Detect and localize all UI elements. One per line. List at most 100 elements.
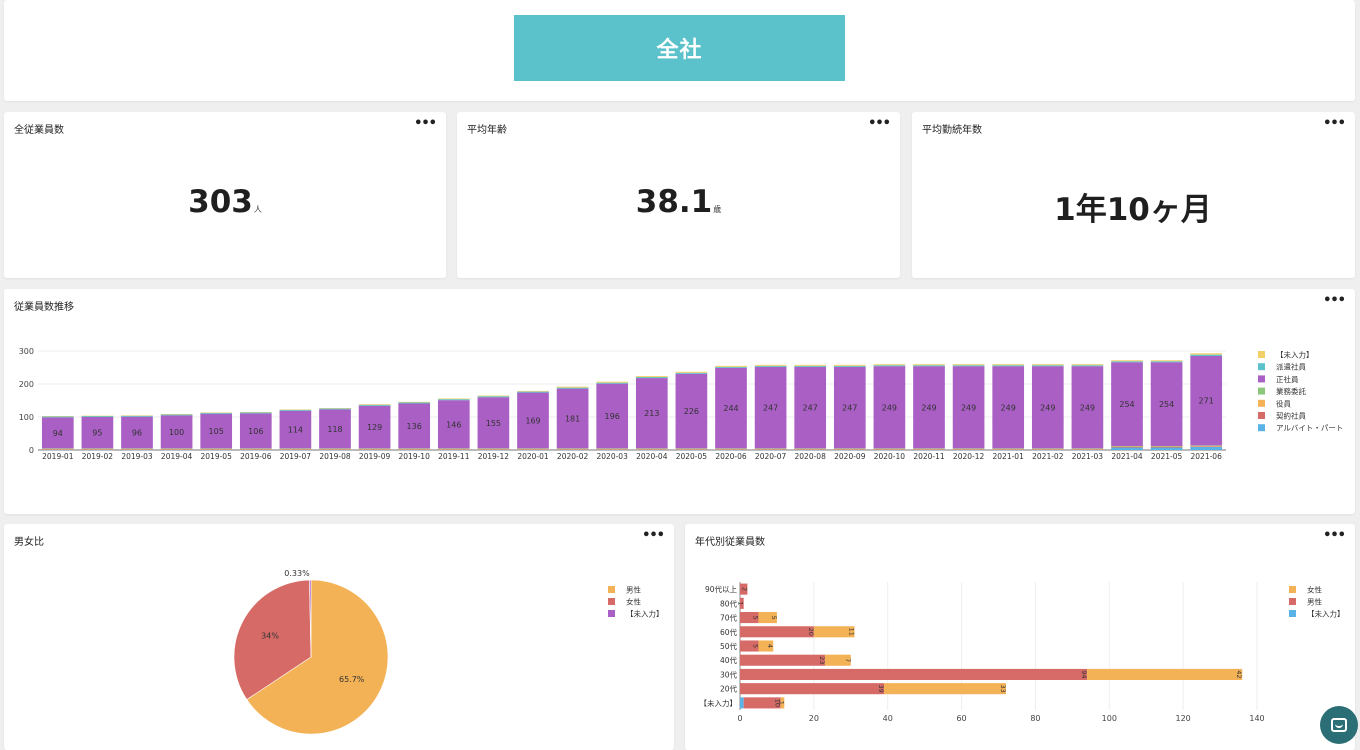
more-menu-icon[interactable]: ••• xyxy=(642,528,665,543)
data-label: 155 xyxy=(486,419,501,428)
x-tick-label: 2021-01 xyxy=(993,452,1025,461)
bar-segment xyxy=(358,448,391,449)
bar-segment xyxy=(833,449,866,450)
legend-label: 女性 xyxy=(626,597,641,607)
x-tick-label: 2019-10 xyxy=(399,452,431,461)
bar-segment xyxy=(1150,360,1183,362)
bar-segment xyxy=(398,403,431,449)
x-tick-label: 2021-02 xyxy=(1032,452,1064,461)
more-menu-icon[interactable]: ••• xyxy=(1323,528,1346,543)
data-label: 4 xyxy=(766,644,774,648)
data-label: 249 xyxy=(1080,403,1095,412)
bar-segment xyxy=(1111,361,1143,363)
company-title-banner[interactable]: 全社 xyxy=(514,15,845,81)
bar-segment xyxy=(437,448,470,449)
bar-segment xyxy=(635,448,668,450)
data-label: 95 xyxy=(92,429,102,438)
chat-support-button[interactable] xyxy=(1320,706,1358,744)
data-label: 5 xyxy=(751,644,759,648)
bar-segment xyxy=(1031,365,1064,367)
bar-segment xyxy=(556,449,589,450)
bar-segment xyxy=(1031,366,1064,449)
bar-segment xyxy=(873,448,906,450)
bar-segment xyxy=(81,416,114,417)
bar-segment xyxy=(635,377,668,379)
bar-segment xyxy=(160,415,193,449)
bar-segment xyxy=(121,449,153,450)
bar-segment xyxy=(794,449,827,450)
legend-label: 男性 xyxy=(1307,597,1323,607)
bar-segment xyxy=(1071,449,1104,450)
bar-segment xyxy=(398,449,431,451)
bar-segment xyxy=(556,386,589,388)
bar-segment xyxy=(279,448,312,449)
bar-segment xyxy=(319,449,351,451)
bar-segment xyxy=(41,448,74,450)
x-tick-label: 2019-12 xyxy=(478,452,510,461)
bar-segment xyxy=(740,683,885,695)
kpi-title: 平均勤続年数 xyxy=(922,125,982,136)
bar-segment xyxy=(239,449,272,450)
bar-segment xyxy=(81,449,114,450)
bar-segment xyxy=(754,449,787,450)
data-label: 249 xyxy=(961,403,976,412)
bar-segment xyxy=(279,448,312,450)
bar-segment xyxy=(81,449,114,451)
data-label: 254 xyxy=(1159,400,1174,409)
bar-segment xyxy=(41,448,74,449)
bar-segment xyxy=(873,449,906,451)
more-menu-icon[interactable]: ••• xyxy=(1323,116,1346,131)
x-tick-label: 2020-05 xyxy=(676,452,708,461)
bar-segment xyxy=(873,365,906,367)
bar-segment xyxy=(239,448,272,449)
y-tick-label: 90代以上 xyxy=(705,584,738,594)
bar-segment xyxy=(398,448,431,450)
bar-segment xyxy=(743,697,781,709)
bar-segment xyxy=(1111,362,1143,447)
bar-segment xyxy=(1031,364,1064,366)
data-label: 100 xyxy=(169,428,184,437)
bar-segment xyxy=(358,449,391,451)
data-label: 213 xyxy=(644,409,659,418)
more-menu-icon[interactable]: ••• xyxy=(1323,293,1346,308)
bar-segment xyxy=(740,668,1088,680)
bar-segment xyxy=(121,415,153,417)
bar-segment xyxy=(992,448,1025,449)
bar-segment xyxy=(596,448,629,449)
legend-label: 【未入力】 xyxy=(1307,609,1345,619)
bar-segment xyxy=(1087,668,1243,680)
data-label: 271 xyxy=(1199,397,1214,406)
bar-segment xyxy=(740,612,759,624)
bar-segment xyxy=(41,449,74,450)
bar-segment xyxy=(556,388,589,449)
bar-segment xyxy=(398,449,431,450)
y-tick-label: 200 xyxy=(19,380,34,389)
data-label: 244 xyxy=(723,404,738,413)
bar-segment xyxy=(239,448,272,450)
bar-segment xyxy=(81,448,114,450)
data-label: 11 xyxy=(847,628,855,636)
bar-segment xyxy=(121,415,153,416)
legend-label: 正社員 xyxy=(1276,374,1299,384)
bar-segment xyxy=(160,448,193,450)
data-label: 1 xyxy=(777,701,785,705)
chat-icon xyxy=(1331,718,1347,732)
more-menu-icon[interactable]: ••• xyxy=(868,116,891,131)
bar-segment xyxy=(675,371,708,373)
kpi-value: 1年10ヶ月 xyxy=(1054,192,1212,228)
bar-segment xyxy=(477,448,510,449)
kpi-value: 38.1 xyxy=(635,184,713,220)
x-tick-label: 2021-04 xyxy=(1111,452,1143,461)
bar-segment xyxy=(556,449,589,451)
bar-segment xyxy=(833,448,866,450)
bar-segment xyxy=(437,399,470,401)
bar-segment xyxy=(517,448,549,450)
bar-segment xyxy=(635,449,668,450)
more-menu-icon[interactable]: ••• xyxy=(414,116,437,131)
bar-segment xyxy=(952,448,985,450)
bar-segment xyxy=(952,449,985,450)
bar-segment xyxy=(596,448,629,450)
bar-segment xyxy=(758,612,777,624)
legend-swatch xyxy=(1289,610,1296,617)
